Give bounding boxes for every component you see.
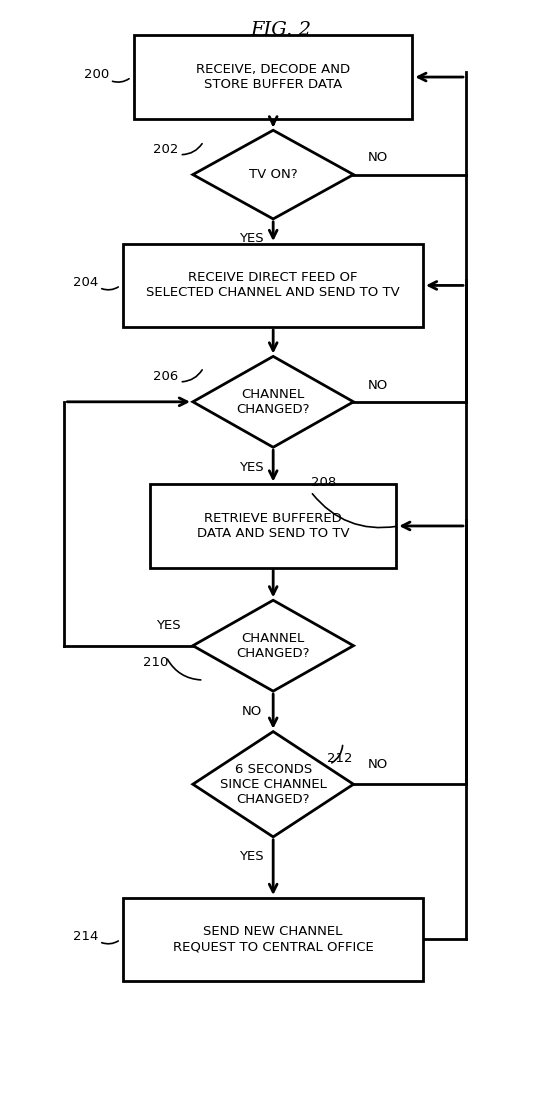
FancyBboxPatch shape: [134, 36, 412, 118]
Polygon shape: [193, 356, 353, 447]
Polygon shape: [193, 600, 353, 691]
Text: TV ON?: TV ON?: [249, 168, 298, 182]
Text: FIG. 2: FIG. 2: [250, 21, 312, 39]
Text: CHANNEL
CHANGED?: CHANNEL CHANGED?: [236, 388, 310, 416]
Text: 206: 206: [154, 370, 179, 383]
Text: YES: YES: [240, 850, 264, 863]
Text: RETRIEVE BUFFERED
DATA AND SEND TO TV: RETRIEVE BUFFERED DATA AND SEND TO TV: [197, 512, 349, 540]
Text: RECEIVE, DECODE AND
STORE BUFFER DATA: RECEIVE, DECODE AND STORE BUFFER DATA: [196, 63, 350, 91]
Text: RECEIVE DIRECT FEED OF
SELECTED CHANNEL AND SEND TO TV: RECEIVE DIRECT FEED OF SELECTED CHANNEL …: [146, 272, 400, 300]
Text: CHANNEL
CHANGED?: CHANNEL CHANGED?: [236, 632, 310, 659]
Text: SEND NEW CHANNEL
REQUEST TO CENTRAL OFFICE: SEND NEW CHANNEL REQUEST TO CENTRAL OFFI…: [173, 926, 373, 954]
Text: YES: YES: [240, 461, 264, 473]
Text: 208: 208: [312, 476, 337, 489]
Text: 6 SECONDS
SINCE CHANNEL
CHANGED?: 6 SECONDS SINCE CHANNEL CHANGED?: [220, 763, 327, 805]
Text: YES: YES: [240, 233, 264, 245]
Text: NO: NO: [367, 152, 388, 165]
FancyBboxPatch shape: [150, 485, 397, 567]
FancyBboxPatch shape: [123, 244, 423, 328]
Text: 212: 212: [327, 752, 353, 765]
Text: NO: NO: [367, 758, 388, 771]
FancyBboxPatch shape: [123, 898, 423, 981]
Polygon shape: [193, 130, 353, 219]
Text: NO: NO: [367, 379, 388, 392]
Text: 214: 214: [73, 929, 98, 942]
Text: 210: 210: [143, 656, 168, 668]
Text: 202: 202: [154, 143, 179, 156]
Text: 200: 200: [84, 68, 109, 81]
Text: NO: NO: [242, 704, 262, 717]
Polygon shape: [193, 732, 353, 837]
Text: 204: 204: [73, 275, 98, 289]
Text: YES: YES: [156, 619, 181, 633]
